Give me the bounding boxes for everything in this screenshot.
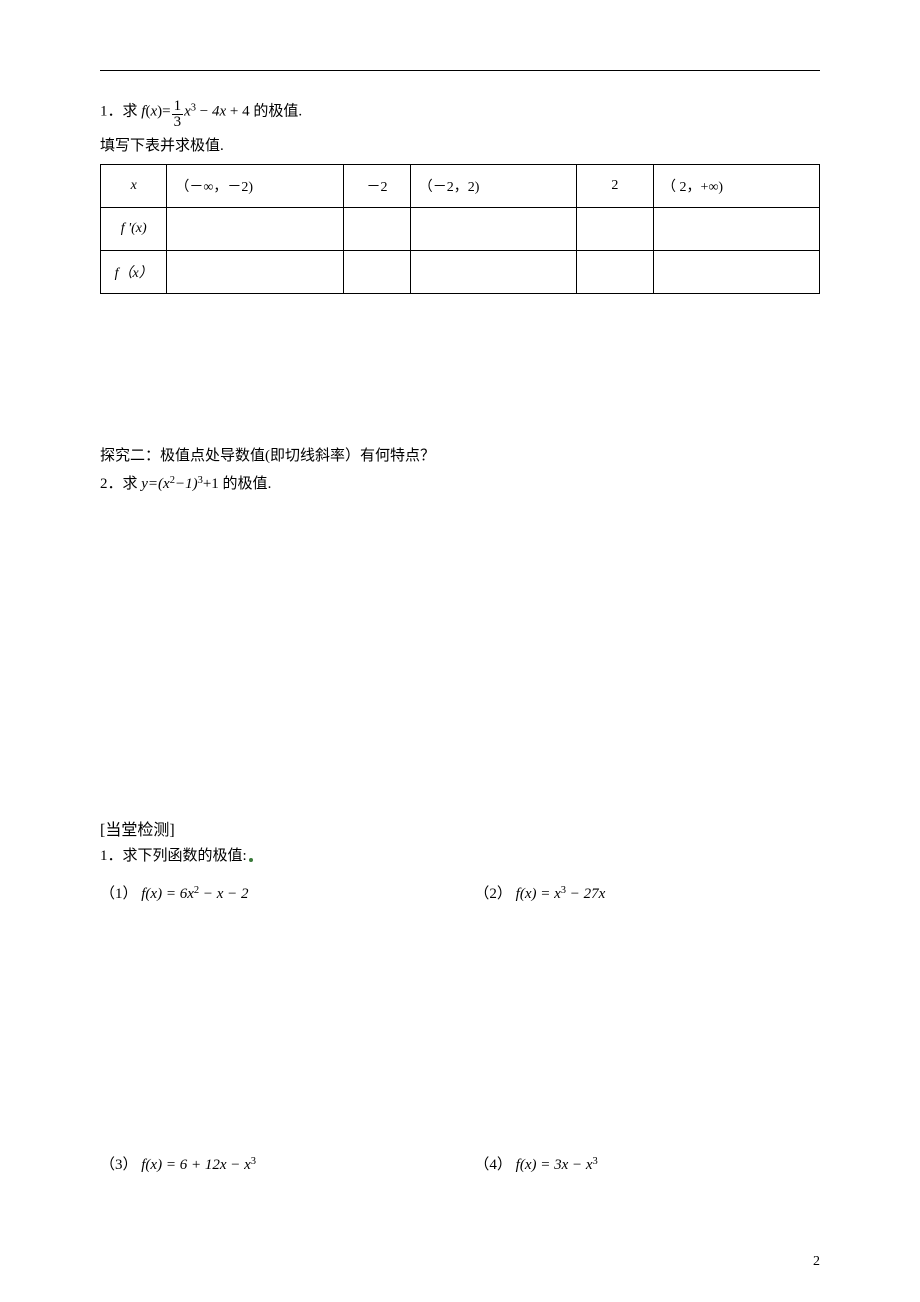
table-row-fprime: f '(x) — [101, 208, 820, 251]
p2-cn-tail: 的极值 — [223, 476, 268, 492]
col-header-2: 2 — [576, 165, 653, 208]
col-header-x: x — [101, 165, 167, 208]
col-header-interval-c: （ 2，+∞) — [654, 165, 820, 208]
op-plus: + — [230, 104, 238, 120]
problem-1-tail: 的极值 — [253, 104, 298, 120]
item-2: （2） f(x) = x3 − 27x — [474, 882, 820, 903]
cell — [344, 251, 410, 294]
row-label-f: f（x） — [101, 251, 167, 294]
items-row-2: （3） f(x) = 6 + 12x − x3 （4） f(x) = 3x − … — [100, 1153, 820, 1174]
op-minus: − — [200, 104, 208, 120]
fill-table-caption: 填写下表并求极值. — [100, 134, 820, 158]
fill-caption-text: 填写下表并求极值 — [100, 138, 220, 154]
accent-dot-icon — [249, 858, 253, 862]
fraction: 13 — [172, 99, 184, 130]
cell — [167, 251, 344, 294]
cell — [576, 251, 653, 294]
term-4x: 4x — [212, 104, 226, 120]
inquiry-2-title: 探究二：极值点处导数值(即切线斜率）有何特点？ — [100, 444, 820, 468]
item-3: （3） f(x) = 6 + 12x − x3 — [100, 1153, 446, 1174]
term-x: x — [184, 104, 191, 120]
col-header-interval-a: （－∞，－2) — [167, 165, 344, 208]
problem-2-label: 2．求 — [100, 476, 141, 492]
cell — [576, 208, 653, 251]
table-header-row: x （－∞，－2) －2 （－2，2) 2 （ 2，+∞) — [101, 165, 820, 208]
term-4: 4 — [242, 104, 250, 120]
check-q1-text: 1．求下列函数的极值: — [100, 848, 247, 864]
check-q1: 1．求下列函数的极值: — [100, 844, 820, 868]
item-3-label: （3） — [100, 1157, 138, 1173]
table-row-f: f（x） — [101, 251, 820, 294]
cell — [344, 208, 410, 251]
vertical-gap — [100, 354, 820, 444]
row-label-fprime: f '(x) — [101, 208, 167, 251]
problem-1-label: 1．求 — [100, 104, 138, 120]
period-dot: . — [298, 104, 302, 120]
frac-den: 3 — [172, 115, 184, 130]
cell — [654, 208, 820, 251]
page-number: 2 — [813, 1254, 820, 1270]
top-horizontal-rule — [100, 70, 820, 71]
cell — [167, 208, 344, 251]
items-row-1: （1） f(x) = 6x2 − x − 2 （2） f(x) = x3 − 2… — [100, 882, 820, 903]
cell — [654, 251, 820, 294]
item-2-label: （2） — [474, 886, 512, 902]
col-header-neg2: －2 — [344, 165, 410, 208]
document-page: 1．求 f(x)=13x3 − 4x + 4 的极值. 填写下表并求极值. x … — [0, 0, 920, 1302]
eq: = — [162, 104, 170, 120]
sign-table: x （－∞，－2) －2 （－2，2) 2 （ 2，+∞) f '(x) f（x… — [100, 164, 820, 294]
problem-1: 1．求 f(x)=13x3 − 4x + 4 的极值. — [100, 99, 820, 130]
item-3-expr: f(x) = 6 + 12x − x3 — [141, 1157, 256, 1173]
exp-3: 3 — [191, 102, 196, 113]
p2-tail: +1 — [203, 476, 219, 492]
period-dot: . — [268, 476, 272, 492]
item-4-expr: f(x) = 3x − x3 — [516, 1157, 598, 1173]
item-1-label: （1） — [100, 886, 138, 902]
p2-func: y=(x — [141, 476, 169, 492]
cell — [410, 251, 576, 294]
problem-2: 2．求 y=(x2−1)3+1 的极值. — [100, 472, 820, 496]
item-4: （4） f(x) = 3x − x3 — [474, 1153, 820, 1174]
cell — [410, 208, 576, 251]
p2-mid: −1) — [175, 476, 198, 492]
frac-num: 1 — [172, 99, 184, 115]
item-2-expr: f(x) = x3 − 27x — [516, 886, 606, 902]
period-dot: . — [220, 138, 224, 154]
col-header-interval-b: （－2，2) — [410, 165, 576, 208]
item-4-label: （4） — [474, 1157, 512, 1173]
item-1: （1） f(x) = 6x2 − x − 2 — [100, 882, 446, 903]
section-heading-check: [当堂检测] — [100, 816, 820, 840]
item-1-expr: f(x) = 6x2 − x − 2 — [141, 886, 248, 902]
